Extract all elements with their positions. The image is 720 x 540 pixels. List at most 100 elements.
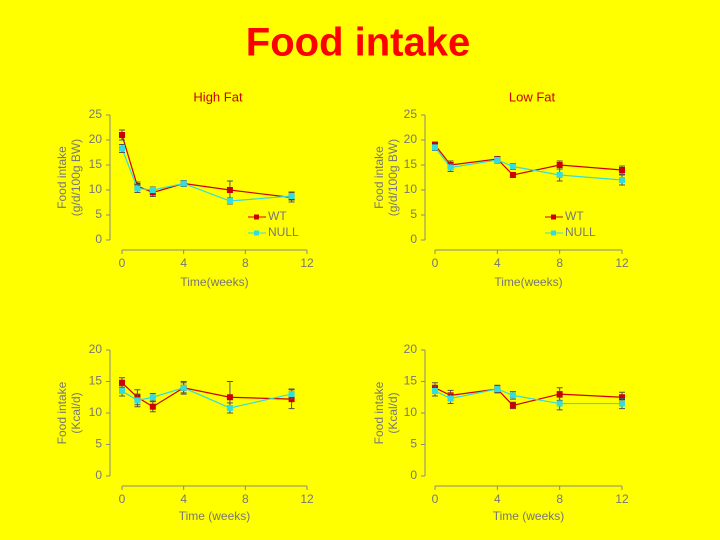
x-tick-label: 8	[242, 492, 249, 506]
y-axis-label: Food intake(g/d/100g BW)	[55, 139, 83, 216]
point	[556, 391, 563, 398]
x-tick-label: 4	[494, 256, 501, 270]
y-axis-label-line: Food intake	[55, 381, 69, 444]
y-tick-label: 5	[410, 207, 417, 221]
x-tick-label: 8	[242, 256, 249, 270]
y-axis-label: Food intake(Kcal/d)	[372, 381, 400, 444]
y-axis-label: Food intake(Kcal/d)	[55, 381, 83, 444]
point	[494, 157, 501, 163]
series-line	[434, 147, 623, 181]
y-axis-label-line: Food intake	[372, 146, 386, 209]
y-tick-label: 10	[89, 182, 103, 196]
y-axis-label-line: (g/d/100g BW)	[69, 139, 83, 216]
point	[226, 198, 233, 204]
y-tick-label: 5	[410, 437, 417, 451]
y-tick-label: 0	[410, 232, 417, 246]
point	[447, 395, 454, 402]
point	[149, 187, 156, 193]
legend-marker	[551, 214, 556, 220]
y-tick-label: 10	[404, 405, 418, 419]
x-tick-label: 4	[494, 492, 501, 506]
x-tick-label: 12	[300, 256, 314, 270]
point	[619, 167, 625, 173]
point	[180, 384, 187, 391]
x-tick-label: 4	[180, 256, 187, 270]
y-tick-label: 15	[404, 157, 418, 171]
point	[432, 144, 438, 151]
x-tick-label: 0	[432, 492, 439, 506]
x-tick-label: 12	[615, 256, 629, 270]
series-line	[434, 144, 623, 176]
legend-marker	[551, 230, 556, 236]
point	[180, 180, 187, 187]
x-axis-label: Time (weeks)	[493, 509, 565, 523]
legend-label: WT	[268, 209, 287, 223]
x-tick-label: 8	[556, 256, 563, 270]
x-axis-label: Time(weeks)	[180, 275, 248, 289]
point	[509, 163, 516, 170]
point	[134, 185, 141, 192]
y-axis-label-line: (Kcal/d)	[69, 392, 83, 433]
point	[119, 387, 125, 394]
y-tick-label: 0	[410, 468, 417, 482]
point	[432, 387, 438, 394]
point	[619, 400, 625, 407]
y-tick-label: 20	[89, 132, 103, 146]
y-tick-label: 5	[95, 437, 102, 451]
x-tick-label: 0	[432, 256, 439, 270]
legend-marker	[254, 214, 259, 220]
y-axis-label-line: (g/d/100g BW)	[386, 139, 400, 216]
y-tick-label: 10	[404, 182, 418, 196]
y-tick-label: 25	[89, 107, 103, 121]
x-tick-label: 8	[556, 492, 563, 506]
y-tick-label: 5	[95, 207, 102, 221]
x-tick-label: 12	[615, 492, 629, 506]
y-axis-label-line: Food intake	[372, 381, 386, 444]
slide-title: Food intake	[246, 21, 470, 65]
point	[226, 394, 233, 401]
point	[509, 392, 516, 399]
legend-marker	[254, 230, 259, 236]
point	[149, 394, 156, 401]
point	[556, 172, 563, 178]
y-tick-label: 20	[404, 342, 418, 356]
point	[149, 403, 156, 410]
y-tick-label: 20	[89, 342, 103, 356]
x-axis-label: Time (weeks)	[179, 509, 251, 523]
legend-label: NULL	[565, 225, 596, 239]
point	[119, 132, 125, 138]
x-tick-label: 0	[119, 492, 126, 506]
y-tick-label: 25	[404, 107, 418, 121]
y-tick-label: 15	[404, 374, 418, 388]
series-line	[121, 148, 292, 202]
point	[447, 164, 454, 171]
point	[119, 379, 125, 386]
point	[288, 391, 295, 398]
x-tick-label: 12	[300, 492, 314, 506]
y-tick-label: 15	[89, 374, 103, 388]
point	[556, 400, 563, 407]
point	[619, 177, 625, 183]
point	[509, 402, 516, 409]
point	[509, 172, 516, 178]
x-tick-label: 0	[119, 256, 126, 270]
legend-label: WT	[565, 209, 584, 223]
legend-label: NULL	[268, 225, 299, 239]
x-tick-label: 4	[180, 492, 187, 506]
point	[556, 162, 563, 168]
y-tick-label: 15	[89, 157, 103, 171]
y-tick-label: 10	[89, 405, 103, 419]
chart-subtitle: Low Fat	[509, 89, 556, 104]
point	[619, 394, 625, 401]
y-axis-label-line: Food intake	[55, 146, 69, 209]
chart-subtitle: High Fat	[193, 89, 243, 104]
point	[119, 145, 125, 152]
point	[494, 386, 501, 393]
series-line	[121, 134, 292, 199]
point	[134, 397, 141, 404]
point	[226, 404, 233, 411]
y-axis-label-line: (Kcal/d)	[386, 392, 400, 433]
y-tick-label: 20	[404, 132, 418, 146]
